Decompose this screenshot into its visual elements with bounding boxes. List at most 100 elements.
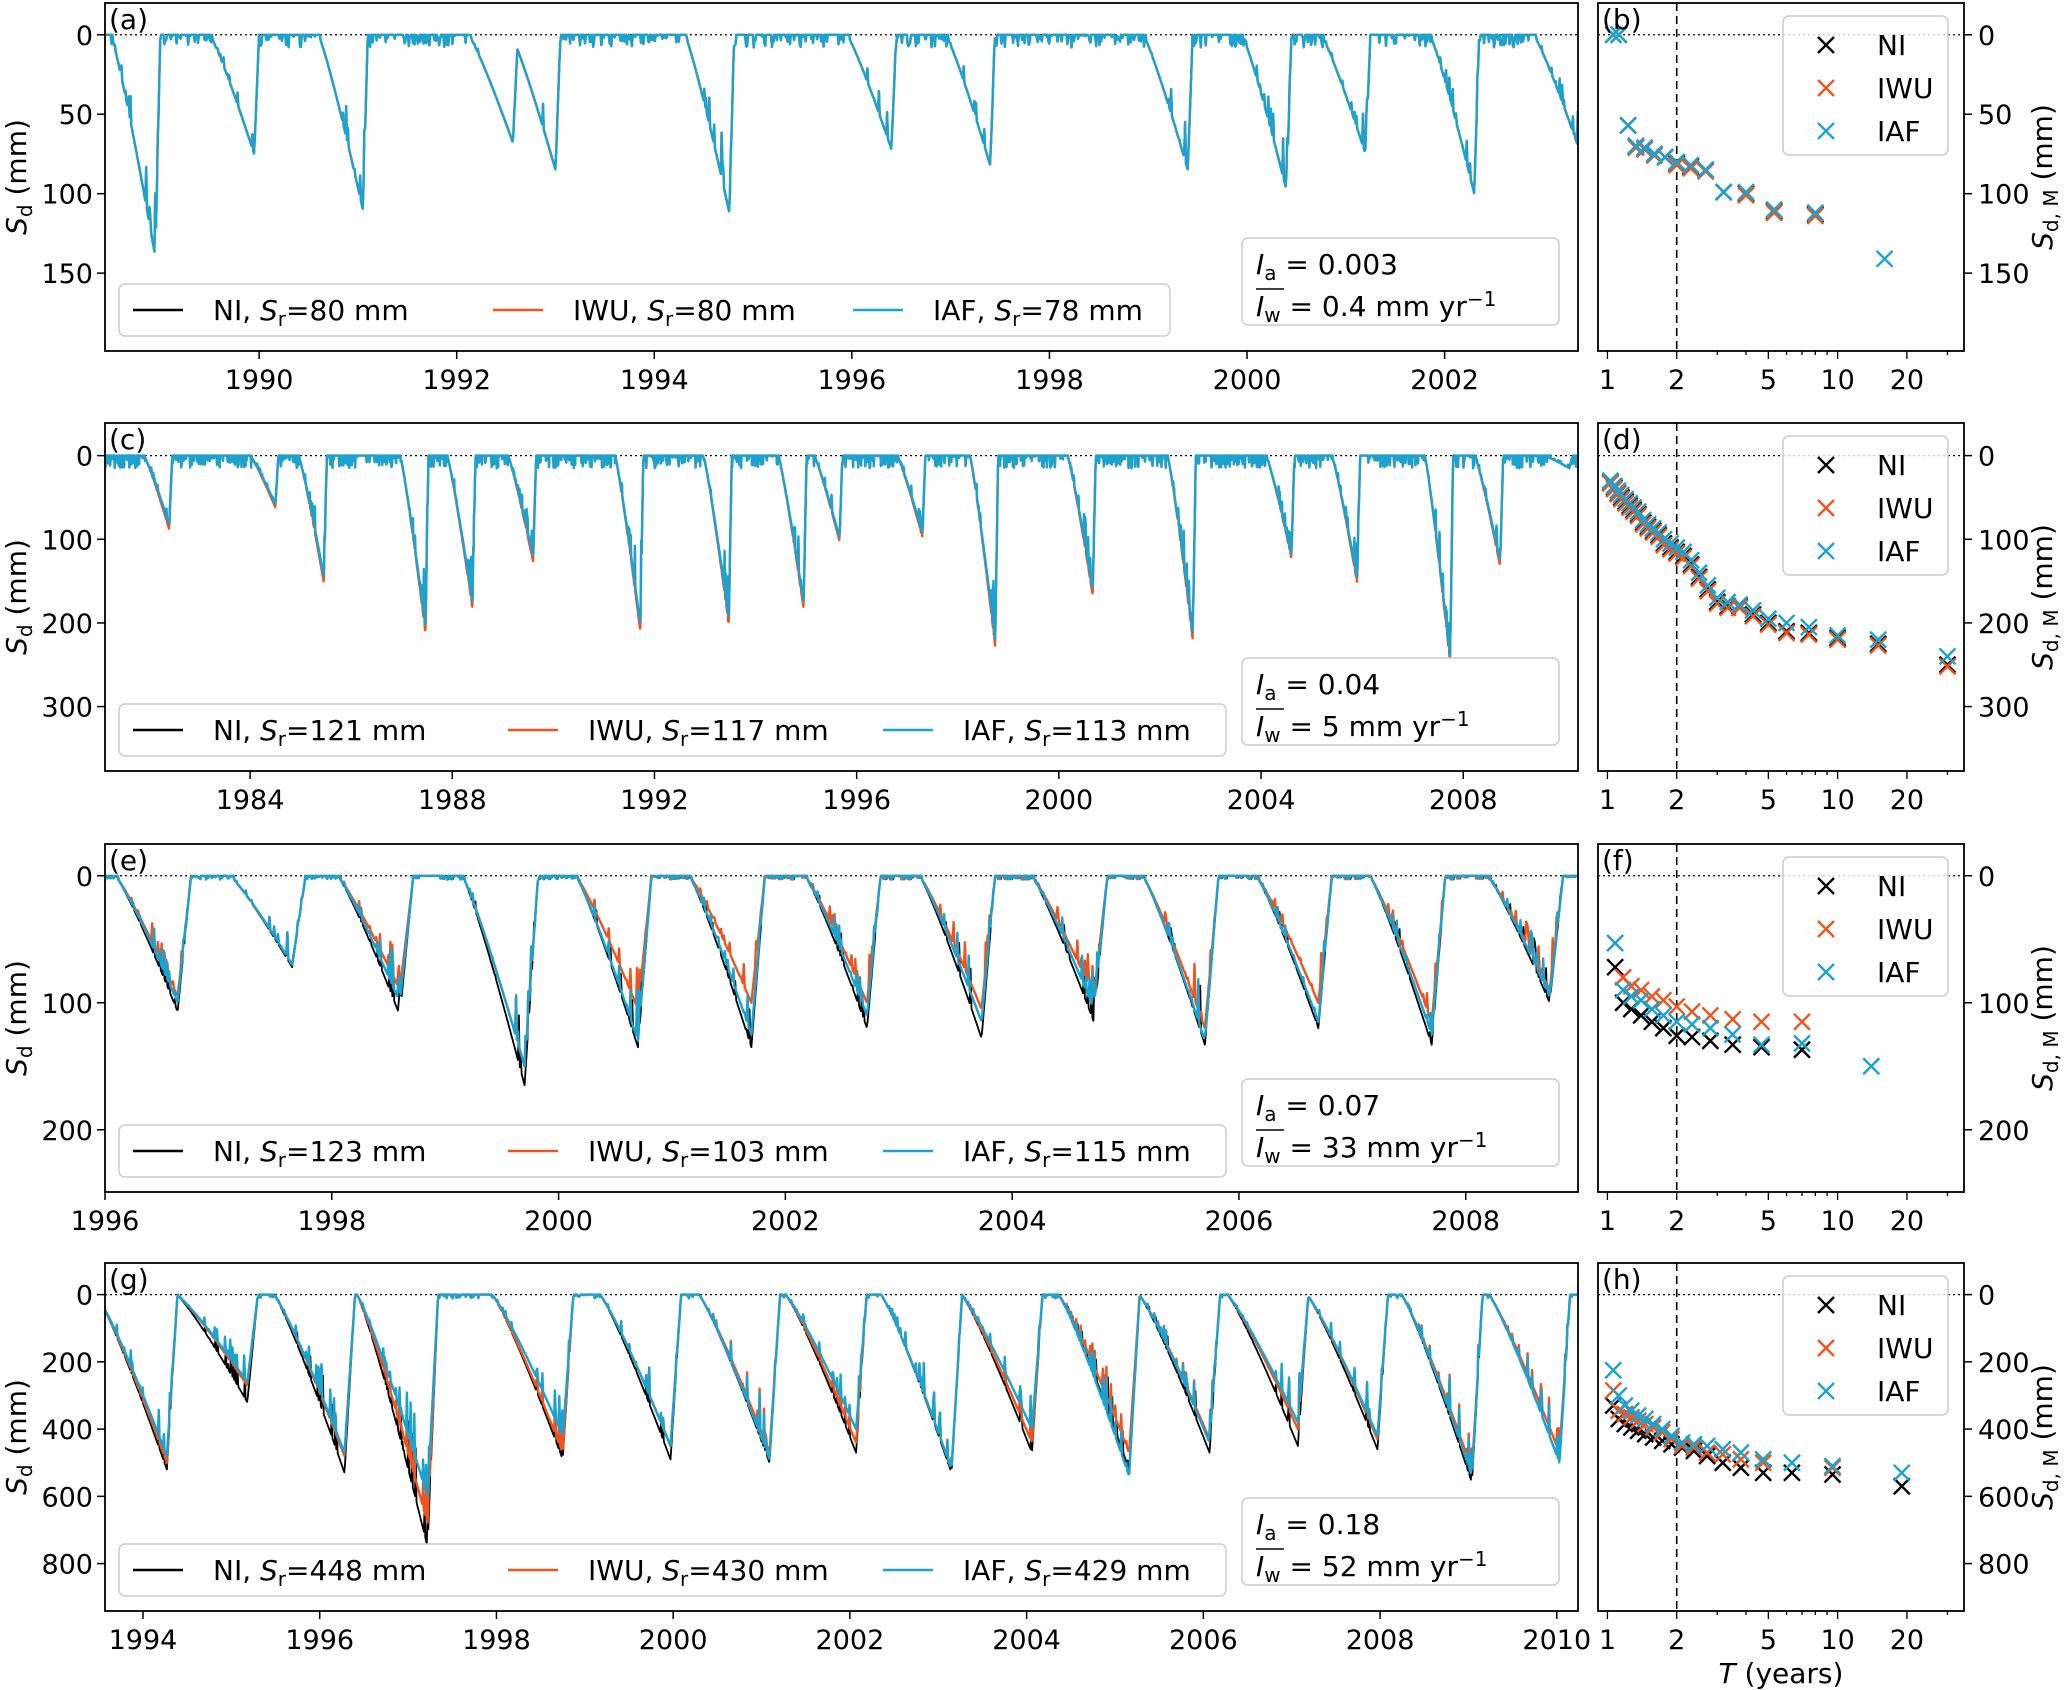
y-label-symbol: S bbox=[2026, 652, 2059, 670]
legend-sr-equals: = bbox=[286, 294, 309, 327]
scatter-point-ni bbox=[1643, 1012, 1661, 1031]
legend-label-ni: NI, Sr=448 mm bbox=[213, 1554, 426, 1591]
x-tick-label: 2002 bbox=[816, 1625, 885, 1656]
scatter-point-ni bbox=[1713, 1453, 1732, 1472]
scatter-point-iwu bbox=[1681, 159, 1700, 178]
scatter-point-iwu bbox=[1723, 1010, 1742, 1029]
scatter-point-iaf bbox=[1862, 1057, 1881, 1076]
x-label-symbol: T bbox=[1719, 1657, 1738, 1690]
ia-value: 0.04 bbox=[1318, 668, 1380, 701]
scatter-point-iaf bbox=[1713, 1440, 1732, 1459]
x-tick-label: 2002 bbox=[751, 1206, 820, 1237]
scatter-point-iwu bbox=[1713, 1445, 1732, 1464]
y-label-symbol: S bbox=[0, 637, 33, 655]
y-tick-label: 0 bbox=[76, 21, 93, 52]
ia-symbol: I bbox=[1256, 1089, 1264, 1122]
legend-marker-ni bbox=[1817, 1296, 1835, 1314]
legend-sr-unit: mm bbox=[732, 294, 795, 327]
x-tick-label: 20 bbox=[1890, 1206, 1924, 1237]
x-tick-label: 1996 bbox=[285, 1625, 354, 1656]
scatter-point-iaf bbox=[1619, 116, 1637, 135]
y-tick-label: 100 bbox=[41, 525, 93, 556]
legend-label-iwu: IWU, Sr=103 mm bbox=[588, 1135, 829, 1172]
scatter-point-iaf bbox=[1645, 145, 1664, 163]
panel-c: (c) (d) 1984 1988 1992 1996 2000 2004 2008 0 0 100 1… bbox=[0, 422, 2063, 816]
legend-box-right bbox=[1782, 15, 1949, 156]
scatter-point-iwu bbox=[1800, 625, 1818, 644]
y-tick-label-right: 200 bbox=[1978, 1116, 2030, 1147]
time-series bbox=[105, 874, 1578, 1087]
legend-box-right bbox=[1782, 435, 1949, 576]
legend-sr-sub: r bbox=[680, 1567, 689, 1591]
scatter-point-iaf bbox=[1759, 609, 1778, 628]
y-tick-label-right: 0 bbox=[1978, 862, 1995, 893]
legend-box bbox=[118, 283, 1171, 337]
scatter-point-iwu bbox=[1869, 636, 1888, 655]
x-tick-label: 2008 bbox=[1346, 1625, 1415, 1656]
legend-series-name: IAF, bbox=[963, 1135, 1024, 1168]
y-label-unit: (mm) bbox=[0, 119, 33, 204]
y-label-unit: (mm) bbox=[2026, 1364, 2059, 1449]
legend-sr-value: 78 bbox=[1044, 294, 1080, 327]
x-tick-label: 2004 bbox=[992, 1625, 1061, 1656]
legend-marker-ni bbox=[1817, 877, 1835, 895]
legend-sr-value: 429 bbox=[1074, 1554, 1127, 1587]
scatter-point-ni bbox=[1793, 1040, 1811, 1059]
y-tick-label: 0 bbox=[76, 862, 93, 893]
legend-box-right bbox=[1782, 1275, 1949, 1416]
iw-symbol: I bbox=[1256, 290, 1264, 323]
legend-sr-value: 80 bbox=[310, 294, 346, 327]
legend-sr-sub: r bbox=[680, 727, 689, 751]
legend-sr-symbol: S bbox=[1024, 1554, 1042, 1587]
y-tick-label: 150 bbox=[41, 259, 93, 290]
x-tick-label: 20 bbox=[1890, 1625, 1924, 1656]
x-tick-label: 5 bbox=[1760, 785, 1777, 816]
y-tick-label: 200 bbox=[41, 1348, 93, 1379]
scatter-point-iaf bbox=[1609, 25, 1628, 44]
scatter-point-iaf bbox=[1800, 618, 1818, 636]
scatter-point-iaf bbox=[1667, 153, 1686, 171]
legend-series-name: IWU, bbox=[588, 714, 662, 747]
legend-sr-sub: r bbox=[1012, 307, 1021, 331]
legend-label-iwu: IWU bbox=[1877, 492, 1933, 525]
y-label-symbol: S bbox=[2026, 1073, 2059, 1091]
legend-sr-unit: mm bbox=[765, 714, 828, 747]
x-tick-label: 1994 bbox=[109, 1625, 178, 1656]
series-line-iaf bbox=[105, 454, 1578, 657]
legend-sr-value: 448 bbox=[310, 1554, 363, 1587]
legend-sr-equals: = bbox=[286, 1135, 309, 1168]
panel-label: (a) bbox=[109, 3, 148, 36]
y-tick-label-right: 0 bbox=[1978, 442, 1995, 473]
y-label-unit: (mm) bbox=[0, 960, 33, 1045]
y-label-sub: d, M bbox=[2039, 609, 2063, 652]
scatter-point-iaf bbox=[1875, 249, 1894, 268]
time-series bbox=[105, 33, 1578, 253]
scatter-point-iaf bbox=[1892, 1463, 1911, 1482]
y-axis-label: Sd (mm) bbox=[0, 539, 37, 655]
scatter-point-iaf bbox=[1681, 156, 1700, 174]
scatter bbox=[1606, 934, 1881, 1076]
scatter-point-iaf bbox=[1737, 183, 1755, 201]
scatter-point-iwu bbox=[1683, 1002, 1701, 1021]
legend-sr-value: 113 bbox=[1074, 714, 1127, 747]
y-tick-label-right: 100 bbox=[1978, 180, 2030, 211]
legend-sr-sub: r bbox=[1042, 727, 1051, 751]
ia-equals: = bbox=[1277, 248, 1318, 281]
x-tick-label: 10 bbox=[1820, 365, 1854, 396]
y-label-sub: d, M bbox=[2039, 189, 2063, 232]
scatter-point-iaf bbox=[1754, 1450, 1773, 1469]
x-tick-label: 1994 bbox=[620, 365, 689, 396]
y-label-unit: (mm) bbox=[0, 539, 33, 624]
ia-equals: = bbox=[1277, 1089, 1318, 1122]
axes-frame bbox=[104, 2, 1579, 352]
annotation-box bbox=[1241, 657, 1560, 746]
legend-label-iwu: IWU bbox=[1877, 1332, 1933, 1365]
x-tick-label: 2004 bbox=[1227, 785, 1296, 816]
x-tick-label: 10 bbox=[1820, 1625, 1854, 1656]
scatter-point-iwu bbox=[1732, 1450, 1750, 1469]
legend-sr-value: 123 bbox=[310, 1135, 363, 1168]
ia-equals: = bbox=[1277, 668, 1318, 701]
x-tick-label: 1998 bbox=[462, 1625, 531, 1656]
legend-series-name: IAF, bbox=[963, 714, 1024, 747]
